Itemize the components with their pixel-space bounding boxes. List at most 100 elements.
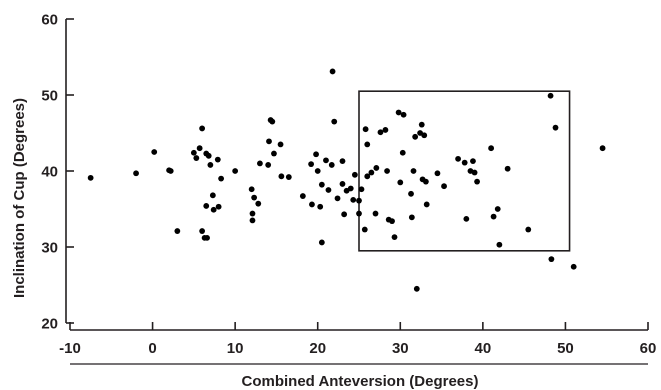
data-point (412, 133, 419, 140)
data-point (215, 203, 222, 210)
data-point (434, 170, 441, 177)
data-point (271, 150, 277, 157)
data-point (455, 155, 461, 162)
data-point (249, 217, 256, 224)
data-point (174, 228, 181, 234)
data-point (249, 210, 256, 217)
x-axis-label: Combined Anteversion (Degrees) (242, 373, 479, 390)
annotation-box-group (358, 90, 571, 252)
y-tick-label: 20 (41, 316, 58, 333)
data-point (488, 145, 495, 152)
data-point (329, 68, 336, 75)
data-point (413, 285, 420, 292)
data-point (422, 178, 429, 185)
data-point (193, 155, 200, 161)
data-point (309, 201, 315, 208)
x-tick-label: 0 (148, 340, 156, 357)
data-point (265, 162, 272, 168)
data-point (339, 181, 346, 187)
data-point (318, 239, 325, 246)
data-point (364, 141, 371, 148)
data-point (389, 218, 395, 225)
data-point (207, 162, 214, 168)
data-point (308, 161, 315, 168)
data-point (423, 201, 430, 208)
data-point (203, 203, 210, 209)
data-point (408, 214, 415, 221)
y-axis: 20 30 40 50 60 (41, 12, 74, 333)
data-point (255, 200, 262, 207)
data-point (391, 234, 398, 241)
y-tick-label: 40 (41, 164, 58, 181)
data-point (395, 109, 402, 116)
data-point (461, 159, 468, 166)
data-point (421, 132, 428, 139)
data-point (257, 160, 263, 167)
data-point (351, 171, 358, 178)
data-point (441, 183, 447, 190)
data-point (399, 149, 406, 156)
data-point (151, 149, 158, 155)
data-point (368, 169, 375, 176)
data-point (278, 173, 285, 180)
data-point (167, 168, 174, 174)
data-point (599, 145, 606, 152)
data-point (285, 174, 292, 180)
y-axis-label: Inclination of Cup (Degrees) (11, 98, 28, 298)
data-point (317, 203, 324, 210)
data-point (547, 92, 554, 99)
data-point (232, 168, 239, 174)
annotation-box (358, 90, 571, 252)
data-point (362, 126, 369, 133)
data-point (334, 195, 341, 202)
x-tick-label: -10 (59, 340, 81, 357)
data-point (364, 173, 371, 180)
data-point (251, 194, 258, 201)
data-points (87, 68, 606, 292)
data-point (209, 192, 216, 199)
data-point (210, 206, 217, 213)
data-point (248, 186, 255, 193)
data-point (410, 168, 417, 174)
data-point (339, 158, 346, 165)
data-point (552, 124, 559, 131)
data-point (87, 174, 94, 181)
data-point (358, 186, 365, 193)
data-point (356, 210, 362, 217)
data-point (199, 228, 206, 234)
data-point (548, 256, 555, 263)
data-point (373, 165, 380, 171)
data-point (313, 151, 319, 158)
data-point (490, 213, 497, 220)
x-tick-label: 60 (640, 340, 657, 357)
data-point (525, 226, 532, 233)
y-tick-label: 30 (41, 240, 58, 257)
data-point (328, 162, 335, 168)
data-point (471, 169, 478, 176)
data-point (474, 178, 480, 185)
data-point (299, 193, 306, 199)
data-point (269, 118, 276, 125)
data-point (372, 210, 379, 217)
data-point (504, 165, 511, 172)
data-point (266, 138, 272, 145)
data-point (496, 241, 503, 248)
x-tick-label: 10 (227, 340, 244, 357)
data-point (570, 263, 577, 270)
x-tick-label: 50 (557, 340, 574, 357)
data-point (361, 226, 368, 233)
x-axis: -10 0 10 20 30 40 50 60 (59, 322, 657, 365)
data-point (377, 129, 384, 136)
data-point (350, 196, 357, 203)
x-tick-label: 20 (309, 340, 326, 357)
data-point (347, 185, 354, 192)
y-tick-label: 60 (41, 12, 58, 29)
data-point (397, 179, 404, 186)
data-point (214, 156, 221, 163)
data-point (494, 206, 501, 212)
data-point (277, 141, 284, 148)
data-point (190, 149, 197, 156)
data-point (341, 211, 348, 218)
data-point (408, 190, 414, 197)
